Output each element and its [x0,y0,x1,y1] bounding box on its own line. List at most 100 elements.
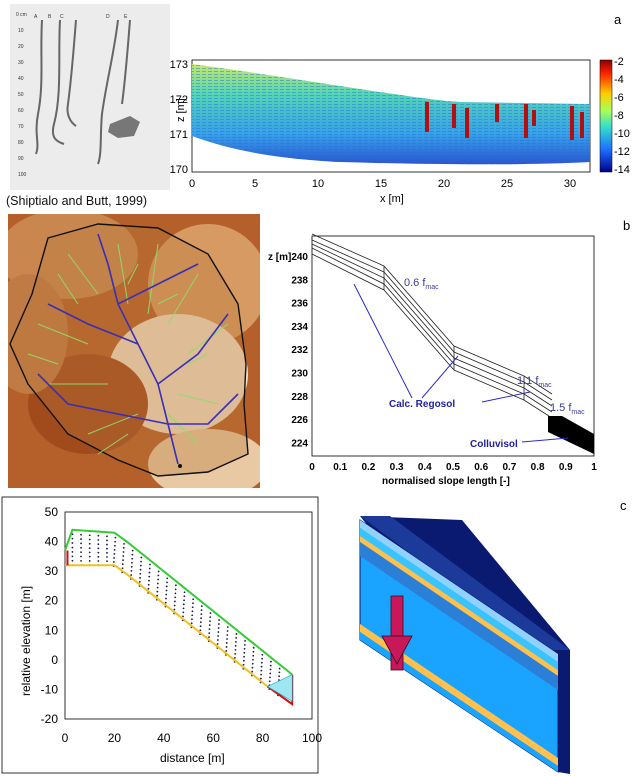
profile-mesh-node [97,539,100,541]
profile-xtick-label: 40 [157,731,171,745]
profile-mesh-node [71,537,74,540]
hillslope-xtick-label: 0.2 [361,462,375,473]
depth-tick-label: 40 [18,76,24,82]
colorbar-tick-label: -4 [614,74,624,86]
hillslope-ytick-label: 232 [291,345,308,356]
profile-mesh-node [217,623,220,625]
hillslope-xtick-label: 0.9 [559,462,573,473]
root-photo: 0 cm A B C D E 10 20 30 40 50 60 70 80 90 100 [10,4,170,190]
profile-mesh-node [261,657,263,660]
layered-block-diagram [359,516,570,774]
profile-mesh-node [97,551,100,554]
heatmap-xlabel: x [m] [380,193,404,205]
profile-mesh-node [174,588,177,591]
profile-mesh-node [122,547,125,549]
profile-mesh-node [113,553,116,555]
profile-mesh-node [269,676,271,679]
profile-ytick-label: 10 [45,623,59,637]
profile-mesh-node [80,538,82,540]
profile-mesh-node [226,638,228,640]
profile-mesh-node [226,634,229,636]
profile-mesh-node [88,534,91,537]
profile-mesh-node [147,587,150,590]
profile-mesh-node [175,584,177,587]
profile-mesh-node [88,551,91,554]
profile-mesh-node [88,560,91,562]
colluvisol-block [548,416,594,454]
hillslope-xtick-label: 0.6 [474,462,488,473]
profile-mesh-node [139,568,142,571]
profile-mesh-node [113,548,116,551]
profile-mesh-node [97,555,100,558]
profile-mesh-node [268,680,271,683]
profile-mesh-node [148,571,151,574]
profile-mesh-node [131,549,134,552]
profile-mesh-node [208,632,211,635]
heatmap-xtick-label: 15 [375,178,387,190]
profile-ytick-label: -20 [41,712,59,726]
profile-mesh-node [182,611,185,614]
profile-mesh-node [208,636,210,639]
profile-mesh-node [156,594,159,597]
profile-mesh-node [252,658,254,661]
profile-mesh-node [235,637,238,639]
profile-mesh-node [164,601,167,604]
profile-mesh-node [191,618,193,621]
hillslope-xtick-label: 1 [591,462,597,473]
profile-mesh-node [147,583,150,586]
profile-mesh-node [278,671,281,674]
profile-mesh-node [182,615,184,618]
profile-mesh-node [71,542,74,544]
profile-mesh-node [225,642,228,644]
profile-mesh-node [243,643,246,646]
profile-mesh-node [156,582,159,585]
profile-mesh-node [80,542,82,545]
profile-mesh-node [200,605,203,608]
heatmap-xtick-label: 5 [252,178,258,190]
profile-ytick-label: 30 [45,564,59,578]
profile-mesh-node [88,542,91,545]
profile-mesh-node [139,564,142,567]
heatmap-ylabel: z [m] [175,98,187,122]
profile-mesh-node [157,578,160,581]
heatmap-chart: z [m] 173 172 171 170 0 5 10 15 20 25 30 x [m] [170,59,613,205]
profile-mesh-node [165,597,167,600]
profile-mesh-node [157,574,160,577]
profile-mesh-node [244,639,246,642]
profile-mesh-node [174,596,177,599]
colorbar [599,59,613,173]
profile-mesh-node [71,546,74,549]
profile-mesh-node [259,677,262,680]
heatmap-xtick-label: 10 [312,178,324,190]
catchment-map [8,214,260,488]
catchment-map-svg [8,214,260,488]
profile-mesh-node [121,567,124,570]
depth-tick-label: 20 [18,44,24,50]
profile-mesh-node [242,659,245,662]
profile-ytick-label: 0 [51,653,58,667]
colorbar-tick-label: -12 [614,146,630,158]
hillslope-ytick-label: 226 [291,415,308,426]
profile-mesh-node [191,610,194,613]
profile-mesh-node [149,563,151,566]
profile-mesh-node [165,585,168,588]
hillslope-xlabel: normalised slope length [-] [382,476,510,487]
heatmap-xtick-label: 0 [189,178,195,190]
heatmap-ytick-label: 173 [170,59,188,71]
profile-mesh-node [80,555,82,558]
annotation-1-1: 1.1 fmac [517,375,552,389]
colorbar-tick-label: -6 [614,92,624,104]
annotation-0-6: 0.6 fmac [404,277,439,291]
profile-mesh-node [165,593,168,596]
profile-mesh-node [235,641,237,643]
colorbar-tick-label: -2 [614,56,624,68]
profile-mesh-node [209,612,212,615]
hillslope-xtick-label: 0.1 [333,462,347,473]
profile-mesh-node [97,534,100,537]
heatmap-xtick-label: 30 [564,178,576,190]
colorbar-tick-label: -10 [614,128,630,140]
hillslope-xtick-label: 0.8 [531,462,545,473]
profile-mesh-node [234,656,236,659]
profile-mesh-node [199,629,202,632]
profile-mesh-node [260,673,262,676]
